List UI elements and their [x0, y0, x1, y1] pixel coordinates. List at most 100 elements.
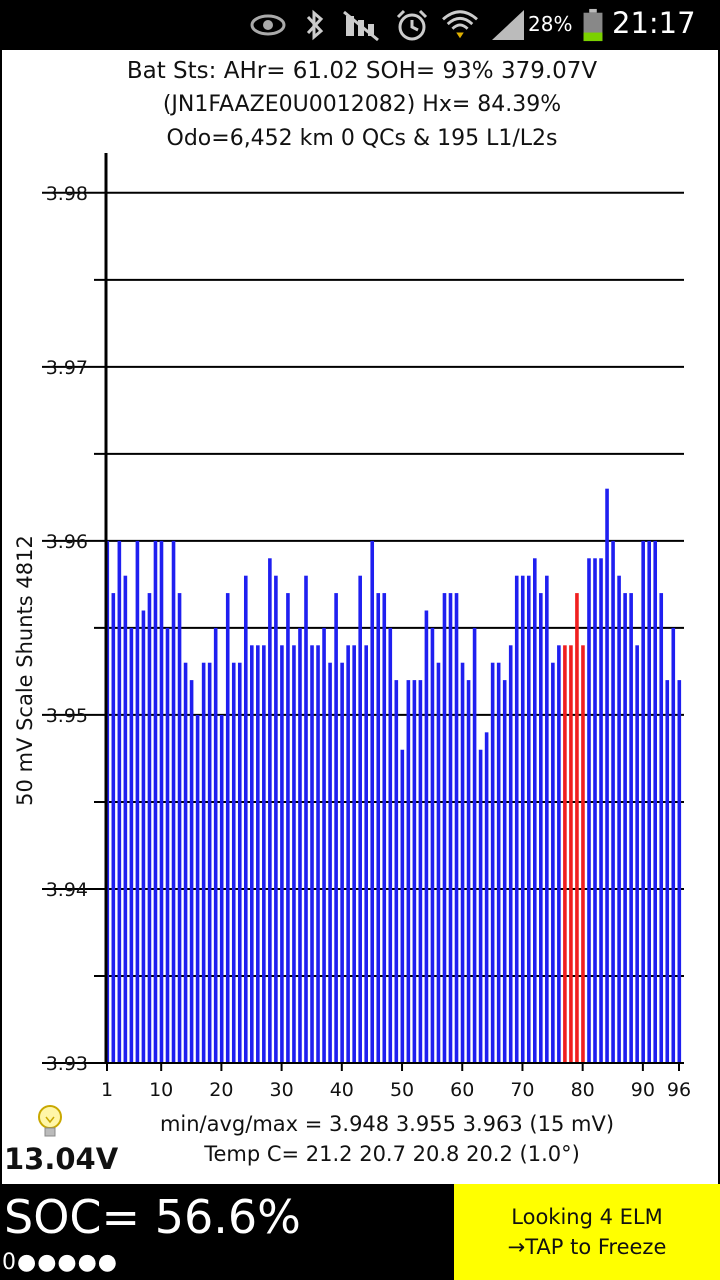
- bar-cell-22: [231, 662, 236, 1063]
- x-tick-label: 70: [510, 1079, 534, 1101]
- bar-cell-41: [346, 645, 350, 1063]
- bar-cell-33: [298, 627, 302, 1063]
- bar-cell-12: [171, 540, 176, 1063]
- bar-cell-45: [370, 540, 375, 1063]
- bar-cell-80: [581, 645, 585, 1063]
- tap-to-freeze-button[interactable]: Looking 4 ELM →TAP to Freeze: [454, 1184, 720, 1280]
- bar-cell-50: [400, 749, 405, 1063]
- bar-cell-55: [430, 627, 435, 1063]
- bar-cell-2: [111, 593, 116, 1063]
- bar-cell-28: [268, 558, 272, 1063]
- x-tick-label: 50: [390, 1079, 414, 1101]
- bar-cell-17: [201, 662, 206, 1063]
- bar-cell-54: [424, 610, 429, 1063]
- bar-cell-94: [665, 680, 670, 1063]
- bar-cell-67: [502, 680, 507, 1063]
- aux-battery-voltage: 13.04V: [4, 1142, 119, 1176]
- bar-cell-9: [153, 540, 158, 1063]
- bar-cell-66: [496, 662, 501, 1063]
- y-tick-label: 3.94: [46, 879, 88, 901]
- bar-cell-42: [352, 645, 356, 1063]
- x-tick-label: 20: [209, 1079, 233, 1101]
- wifi-icon: [442, 10, 478, 39]
- bar-cell-74: [545, 575, 549, 1063]
- connection-dots: 0●●●●●: [2, 1250, 118, 1275]
- bar-cell-35: [310, 645, 314, 1063]
- bar-cell-14: [183, 662, 188, 1063]
- bar-cell-91: [647, 540, 651, 1063]
- battery-percentage: 28%: [528, 12, 573, 36]
- bar-cell-86: [617, 575, 621, 1063]
- bar-cell-79: [575, 593, 579, 1063]
- bar-cell-32: [292, 645, 296, 1063]
- status-bar: 28% 21:17: [0, 0, 720, 50]
- bar-cell-70: [520, 575, 525, 1063]
- bar-cell-34: [304, 575, 308, 1063]
- bar-cell-83: [599, 558, 603, 1063]
- bar-cell-4: [123, 575, 128, 1063]
- x-tick-label: 90: [631, 1079, 655, 1101]
- cell-voltage-bar-chart: 3.93 3.94 3.95 3.96 3.97 3.98 1 10 20 30 40 50 60 70 8…: [13, 153, 691, 1101]
- bar-cell-58: [448, 593, 453, 1063]
- bar-cell-19: [213, 627, 218, 1063]
- bar-cell-23: [237, 662, 242, 1063]
- bar-cell-47: [382, 593, 387, 1063]
- bar-cell-75: [551, 662, 555, 1063]
- y-axis-label: 50 mV Scale Shunts 4812: [13, 535, 37, 806]
- bar-cell-56: [436, 662, 441, 1063]
- bar-cell-68: [508, 645, 513, 1063]
- bar-cell-8: [147, 593, 152, 1063]
- bar-cell-37: [322, 627, 326, 1063]
- bar-cell-40: [340, 662, 344, 1063]
- bar-cell-52: [412, 680, 417, 1063]
- vin-health-line: (JN1FAAZE0U0012082) Hx= 84.39%: [162, 92, 562, 117]
- bar-cell-43: [358, 575, 362, 1063]
- x-tick-label: 10: [149, 1079, 173, 1101]
- bar-cell-87: [623, 593, 627, 1063]
- bar-cell-78: [569, 645, 573, 1063]
- min-avg-max-line: min/avg/max = 3.948 3.955 3.963 (15 mV): [159, 1112, 615, 1136]
- bar-cell-27: [262, 645, 266, 1063]
- bar-cell-18: [207, 662, 212, 1063]
- bar-cell-16: [195, 714, 200, 1063]
- y-tick-label: 3.98: [46, 183, 88, 205]
- battery-icon: [583, 8, 603, 42]
- bar-cell-25: [250, 645, 254, 1063]
- battery-summary-line: Bat Sts: AHr= 61.02 SOH= 93% 379.07V: [126, 58, 598, 84]
- temperature-line: Temp C= 21.2 20.7 20.8 20.2 (1.0°): [204, 1142, 580, 1166]
- bar-cell-85: [611, 540, 615, 1063]
- odometer-line: Odo=6,452 km 0 QCs & 195 L1/L2s: [166, 126, 558, 151]
- bar-cell-72: [532, 558, 537, 1063]
- x-tick-label: 96: [667, 1079, 691, 1101]
- state-of-charge: SOC= 56.6%: [4, 1190, 301, 1244]
- bar-cell-88: [629, 593, 633, 1063]
- bar-cell-60: [460, 662, 465, 1063]
- bar-cell-36: [316, 645, 320, 1063]
- y-tick-label: 3.95: [46, 705, 88, 727]
- bar-cell-64: [484, 732, 489, 1063]
- battery-status-screen: Bat Sts: AHr= 61.02 SOH= 93% 379.07V (JN…: [0, 50, 720, 1184]
- bar-cell-77: [563, 645, 567, 1063]
- lightbulb-icon[interactable]: [32, 1102, 68, 1142]
- bar-cell-10: [159, 540, 164, 1063]
- bar-cell-31: [286, 593, 290, 1063]
- tap-to-freeze-label: →TAP to Freeze: [507, 1235, 667, 1259]
- bar-cell-30: [280, 645, 284, 1063]
- y-tick-label: 3.96: [46, 531, 88, 553]
- bar-cell-49: [394, 680, 399, 1063]
- signal-icon: [492, 10, 524, 40]
- bar-cell-82: [593, 558, 597, 1063]
- bar-cell-11: [165, 627, 170, 1063]
- bar-cell-3: [117, 540, 122, 1063]
- bar-cell-29: [274, 575, 278, 1063]
- bar-cell-20: [219, 714, 224, 1063]
- bar-cell-76: [557, 645, 561, 1063]
- x-tick-label: 40: [330, 1079, 354, 1101]
- x-tick-label: 80: [571, 1079, 595, 1101]
- bar-cell-44: [364, 645, 369, 1063]
- no-sound-icon: [343, 10, 379, 42]
- x-tick-label: 60: [450, 1079, 474, 1101]
- x-tick-label: 1: [101, 1079, 113, 1101]
- x-tick-label: 30: [270, 1079, 294, 1101]
- bar-cell-84: [605, 488, 609, 1063]
